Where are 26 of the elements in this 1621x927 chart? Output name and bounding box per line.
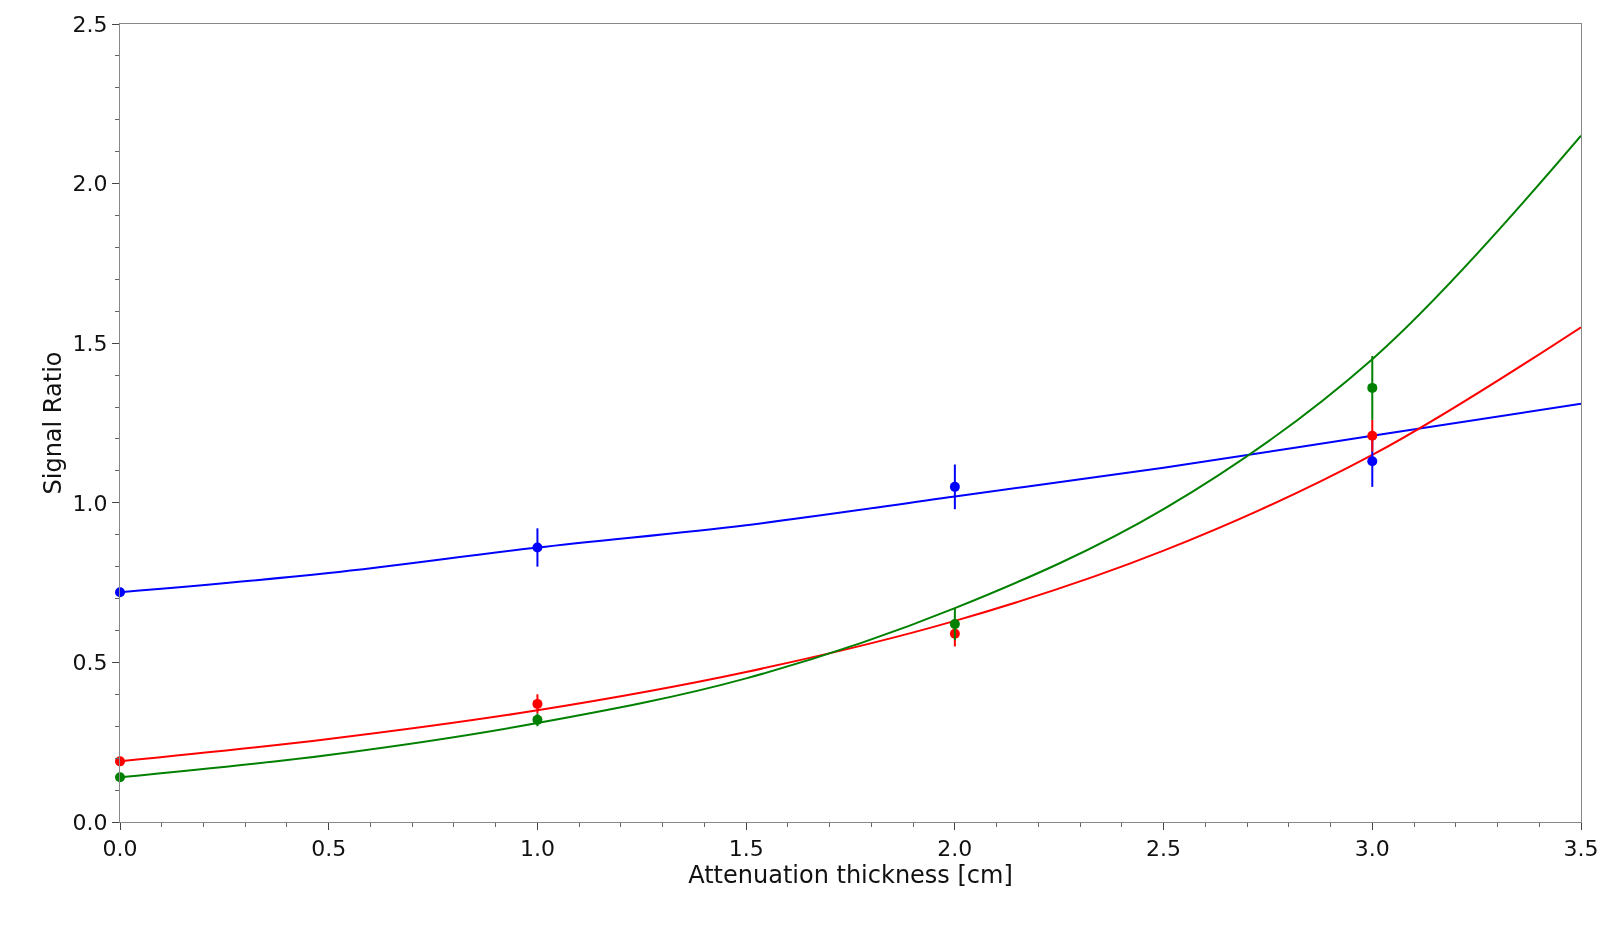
x-tick-label: 2.5 <box>1146 836 1182 862</box>
x-tick-label: 3.5 <box>1563 836 1599 862</box>
x-tick-label: 0.5 <box>311 836 347 862</box>
point <box>115 772 125 783</box>
y-tick-label: 1.0 <box>72 490 108 516</box>
x-tick-label: 1.5 <box>728 836 764 862</box>
point <box>1367 430 1378 441</box>
y-tick-label: 0.5 <box>72 650 108 676</box>
y-tick-label: 1.5 <box>72 330 108 356</box>
point <box>532 698 543 709</box>
point <box>532 714 543 725</box>
point <box>949 481 960 492</box>
x-tick-label: 2.0 <box>937 836 973 862</box>
point <box>1367 456 1378 467</box>
point <box>949 619 960 630</box>
x-tick-label: 3.0 <box>1354 836 1390 862</box>
x-tick-label: 1.0 <box>519 836 555 862</box>
x-tick-label: 0.0 <box>102 836 138 862</box>
y-tick-label: 0.0 <box>72 809 108 835</box>
point <box>115 587 125 598</box>
point <box>532 542 543 553</box>
x-axis-title: Attenuation thickness [cm] <box>688 861 1013 890</box>
y-axis-title: Signal Ratio <box>38 351 67 495</box>
y-tick-label: 2.5 <box>72 11 108 37</box>
point <box>1367 382 1378 393</box>
y-tick-label: 2.0 <box>72 171 108 197</box>
